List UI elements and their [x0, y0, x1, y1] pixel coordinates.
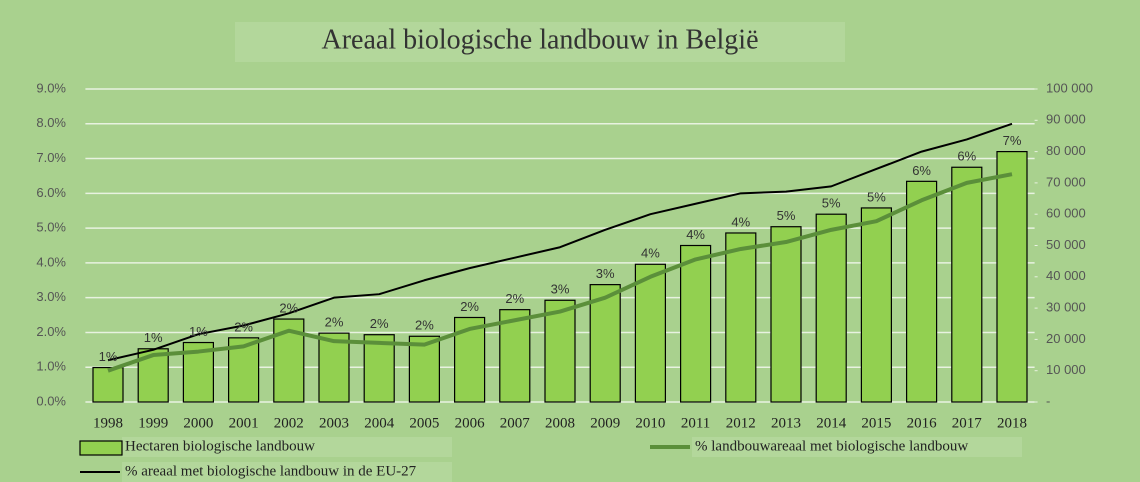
legend-label: Hectaren biologische landbouw [125, 438, 315, 454]
data-label: 2% [370, 316, 389, 331]
y-tick-label: 0.0% [36, 393, 66, 408]
y2-tick-label: 70 000 [1046, 174, 1086, 189]
bar [408, 335, 440, 403]
y2-tick-label: 30 000 [1046, 300, 1086, 315]
y2-tick-label: 20 000 [1046, 331, 1086, 346]
x-tick-label: 2010 [635, 415, 665, 431]
data-label: 2% [415, 318, 434, 333]
data-label: 2% [234, 319, 253, 334]
x-tick-label: 2014 [816, 415, 847, 431]
x-tick-label: 2000 [183, 415, 213, 431]
x-tick-label: 2017 [952, 415, 983, 431]
legend-swatch [79, 440, 123, 456]
y-tick-label: 6.0% [36, 185, 66, 200]
data-label: 4% [641, 246, 660, 261]
bar [770, 226, 802, 403]
y2-tick-label: 40 000 [1046, 268, 1086, 283]
data-label: 3% [596, 266, 615, 281]
data-label: 6% [912, 163, 931, 178]
legend-box [122, 437, 452, 457]
y2-tick-label: 80 000 [1046, 143, 1086, 158]
data-label: 1% [99, 349, 118, 364]
x-tick-label: 2016 [907, 415, 938, 431]
y2-tick-label: 100 000 [1046, 80, 1093, 95]
line [107, 172, 1013, 373]
y2-tick-label: - [1046, 393, 1050, 408]
legend-box [122, 462, 452, 482]
y-tick-label: 2.0% [36, 324, 66, 339]
x-tick-label: 2008 [545, 415, 575, 431]
legend-box [692, 437, 1022, 457]
y-tick-label: 9.0% [36, 80, 66, 95]
y2-tick-label: 90 000 [1046, 112, 1086, 127]
chart-title: Areaal biologische landbouw in België [322, 24, 759, 55]
bar [589, 284, 621, 403]
bar [996, 151, 1028, 403]
x-tick-label: 2002 [274, 415, 304, 431]
y2-tick-label: 10 000 [1046, 362, 1086, 377]
y2-tick-label: 50 000 [1046, 237, 1086, 252]
x-tick-label: 2009 [590, 415, 620, 431]
x-tick-label: 2011 [681, 415, 710, 431]
data-label: 7% [1003, 133, 1022, 148]
x-tick-label: 2018 [997, 415, 1027, 431]
bar [679, 244, 712, 403]
y-tick-label: 8.0% [36, 115, 66, 130]
y-tick-label: 3.0% [36, 289, 66, 304]
data-label: 4% [686, 227, 705, 242]
bar [318, 332, 350, 403]
bar [228, 337, 260, 403]
data-label: 1% [189, 324, 208, 339]
x-tick-label: 2015 [861, 415, 891, 431]
bar [860, 207, 893, 403]
data-label: 2% [279, 300, 298, 315]
data-label: 2% [325, 315, 344, 330]
legend-label: % areaal met biologische landbouw in de … [125, 463, 417, 479]
data-label: 2% [460, 299, 479, 314]
y2-tick-label: 60 000 [1046, 206, 1086, 221]
data-label: 6% [957, 149, 976, 164]
title-box [235, 22, 845, 62]
legend-label: % landbouwareaal met biologische landbou… [695, 438, 968, 454]
bar [905, 180, 938, 403]
x-tick-label: 2007 [500, 415, 531, 431]
x-tick-label: 2005 [409, 415, 439, 431]
data-label: 5% [822, 196, 841, 211]
x-tick-label: 2013 [771, 415, 801, 431]
line [107, 122, 1013, 362]
y-tick-label: 1.0% [36, 359, 66, 374]
y-tick-label: 7.0% [36, 150, 66, 165]
data-label: 5% [867, 189, 886, 204]
y-tick-label: 4.0% [36, 254, 66, 269]
data-label: 3% [551, 282, 570, 297]
bar [363, 334, 395, 403]
y-tick-label: 5.0% [36, 220, 66, 235]
bar [544, 299, 576, 403]
x-tick-label: 2003 [319, 415, 349, 431]
bar [725, 232, 757, 403]
bar [634, 263, 667, 403]
data-label: 1% [144, 330, 163, 345]
data-label: 5% [777, 208, 796, 223]
bar [815, 213, 847, 403]
x-tick-label: 2012 [726, 415, 756, 431]
x-tick-label: 1999 [138, 415, 168, 431]
bar [92, 366, 124, 403]
bar [499, 309, 531, 403]
x-tick-label: 1998 [93, 415, 123, 431]
data-label: 4% [731, 214, 750, 229]
bar [951, 166, 983, 403]
x-tick-label: 2004 [364, 415, 395, 431]
x-tick-label: 2006 [455, 415, 486, 431]
data-label: 2% [505, 291, 524, 306]
x-tick-label: 2001 [229, 415, 259, 431]
